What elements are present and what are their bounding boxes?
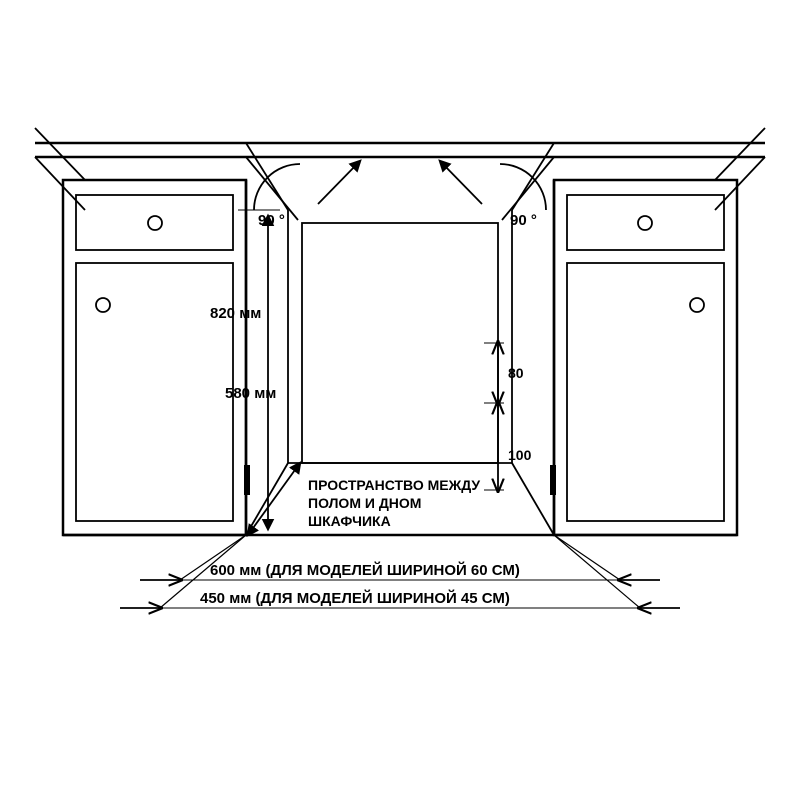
gap-80-label: 80 [508, 365, 524, 381]
note-line2: ПОЛОМ И ДНОМ [308, 495, 421, 511]
angle-right-label: 90 ° [510, 212, 537, 229]
plinth-mark [550, 465, 556, 495]
width-600-label: 600 мм (ДЛЯ МОДЕЛЕЙ ШИРИНОЙ 60 СМ) [210, 561, 520, 579]
installation-diagram: 90 ° 90 ° 820 мм 580 мм 80 100 600 мм (ДЛЯ МОД… [0, 0, 800, 800]
note-line1: ПРОСТРАНСТВО МЕЖДУ [308, 477, 480, 493]
gap-100-label: 100 [508, 447, 532, 463]
plinth-mark [244, 465, 250, 495]
width-450-label: 450 мм (ДЛЯ МОДЕЛЕЙ ШИРИНОЙ 45 СМ) [200, 589, 510, 607]
angle-left-label: 90 ° [258, 212, 285, 229]
depth-580-label: 580 мм [225, 385, 276, 402]
note-line3: ШКАФЧИКА [308, 513, 391, 529]
height-820-label: 820 мм [210, 305, 261, 322]
